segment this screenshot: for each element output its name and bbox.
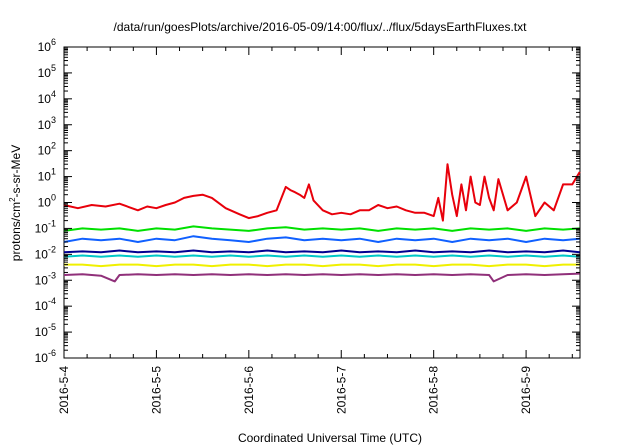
y-axis-label-rest: -s-sr-MeV (9, 145, 23, 198)
y-tick-label-base: 10 (38, 118, 52, 132)
y-tick-label: 10-5 (35, 322, 56, 339)
y-tick-label: 10-3 (35, 270, 56, 287)
y-axis-label: protons/cm2-s-sr-MeV (8, 145, 23, 261)
y-tick-label-exp: -5 (48, 322, 56, 332)
y-tick-label-exp: 4 (51, 89, 56, 99)
y-tick-label-base: 10 (38, 66, 52, 80)
y-tick-label: 101 (38, 167, 56, 184)
series-line (63, 225, 580, 232)
series-line (64, 263, 580, 268)
series-layer (63, 163, 581, 283)
y-tick-label-base: 10 (38, 144, 52, 158)
series-line (63, 163, 581, 222)
y-tick-label-exp: -6 (48, 348, 56, 358)
series-line (63, 235, 580, 243)
series-line (63, 254, 580, 258)
y-tick-label-base: 10 (35, 325, 49, 339)
y-tick-label-exp: 3 (51, 115, 56, 125)
y-tick-label-base: 10 (38, 92, 52, 106)
y-tick-label: 103 (38, 115, 56, 132)
series-line (63, 272, 580, 283)
y-tick-label: 100 (38, 193, 56, 210)
y-tick-label-base: 10 (38, 170, 52, 184)
y-tick-label: 10-1 (35, 218, 56, 235)
y-axis-label-base: protons/cm (9, 202, 23, 261)
y-tick-label-base: 10 (35, 247, 49, 261)
y-tick-label-exp: 5 (51, 63, 56, 73)
x-tick-label: 2016-5-7 (334, 366, 348, 414)
y-tick-label-base: 10 (35, 273, 49, 287)
y-tick-label: 10-2 (35, 244, 56, 261)
chart-title: /data/run/goesPlots/archive/2016-05-09/1… (114, 20, 528, 34)
y-tick-label-exp: 2 (51, 141, 56, 151)
x-tick-label: 2016-5-5 (149, 366, 163, 414)
y-tick-label-exp: -3 (48, 270, 56, 280)
y-tick-label: 106 (38, 37, 56, 54)
y-tick-label-exp: 0 (51, 193, 56, 203)
plot-frame (63, 46, 581, 359)
y-tick-label-exp: 1 (51, 167, 56, 177)
y-axis: 10610510410310210110010-110-210-310-410-… (35, 37, 580, 365)
x-tick-label: 2016-5-4 (57, 366, 71, 414)
y-tick-label-base: 10 (35, 221, 49, 235)
y-tick-label-exp: -4 (48, 296, 56, 306)
x-tick-label: 2016-5-9 (519, 366, 533, 414)
y-tick-label: 10-6 (35, 348, 56, 365)
x-tick-label: 2016-5-6 (242, 366, 256, 414)
y-tick-label-exp: -1 (48, 218, 56, 228)
y-tick-label-base: 10 (35, 351, 49, 365)
y-tick-label-exp: 6 (51, 37, 56, 47)
series-line (63, 249, 580, 254)
y-tick-label: 105 (38, 63, 56, 80)
y-tick-label-exp: -2 (48, 244, 56, 254)
y-tick-label: 10-4 (35, 296, 56, 313)
x-axis-label: Coordinated Universal Time (UTC) (238, 431, 422, 445)
y-tick-label: 102 (38, 141, 56, 158)
x-tick-label: 2016-5-8 (427, 366, 441, 414)
y-axis-label-sup: 2 (8, 197, 17, 202)
y-tick-label-base: 10 (35, 299, 49, 313)
y-tick-label-base: 10 (38, 40, 52, 54)
y-tick-label-base: 10 (38, 196, 52, 210)
x-axis: 2016-5-4 2016-5-5 2016-5-6 2016-5-7 2016-5-8… (57, 47, 573, 414)
y-tick-label: 104 (38, 89, 56, 106)
